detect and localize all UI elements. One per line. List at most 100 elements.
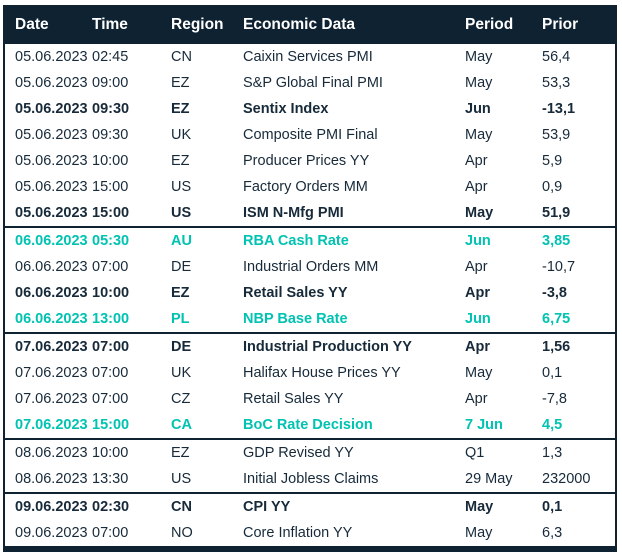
cell-prior: 53,3	[542, 75, 571, 91]
cell-date: 07.06.2023	[15, 365, 88, 381]
cell-region: US	[171, 471, 192, 487]
cell-region: EZ	[171, 285, 190, 301]
column-header-region: Region	[171, 5, 243, 44]
cell-period: May	[465, 205, 494, 221]
table-row: 05.06.2023 10:00 EZ Producer Prices YY Apr 5,…	[5, 148, 615, 174]
table-row: 07.06.2023 07:00 DE Industrial Production Y…	[5, 332, 615, 360]
column-header-time: Time	[92, 5, 171, 44]
cell-date: 06.06.2023	[5, 226, 92, 254]
cell-period: Apr	[465, 259, 488, 275]
cell-date: 07.06.2023	[5, 332, 92, 360]
cell-event: Retail Sales YY	[243, 285, 348, 301]
cell-event: ISM N-Mfg PMI	[243, 205, 344, 221]
cell-period: May	[465, 49, 493, 65]
cell-period: May	[465, 127, 493, 143]
cell-region: CA	[171, 417, 192, 433]
cell-time: 15:00	[92, 179, 129, 195]
cell-region: EZ	[171, 75, 190, 91]
table-row: 09.06.2023 02:30 CN CPI YY May 0,1	[5, 492, 615, 520]
cell-prior: 1,56	[542, 332, 615, 360]
cell-date: 05.06.2023	[15, 75, 88, 91]
cell-time: 09:30	[92, 127, 129, 143]
cell-time: 10:00	[92, 153, 129, 169]
cell-event: Composite PMI Final	[243, 127, 378, 143]
cell-time: 10:00	[92, 438, 171, 466]
cell-event: BoC Rate Decision	[243, 417, 373, 433]
cell-date: 05.06.2023	[15, 205, 88, 221]
cell-event: NBP Base Rate	[243, 311, 348, 327]
cell-date: 09.06.2023	[15, 525, 88, 541]
cell-region: CN	[171, 49, 192, 65]
cell-period: Apr	[465, 153, 488, 169]
cell-prior: 51,9	[542, 205, 571, 221]
cell-period: Apr	[465, 391, 488, 407]
cell-event: S&P Global Final PMI	[243, 75, 383, 91]
cell-time: 07:00	[92, 365, 129, 381]
cell-period: Apr	[465, 285, 490, 301]
table-row: 05.06.2023 15:00 US ISM N-Mfg PMI May 51,9	[5, 200, 615, 227]
table-row: 05.06.2023 15:00 US Factory Orders MM Apr 0,9	[5, 174, 615, 200]
cell-prior: -13,1	[542, 101, 576, 117]
cell-prior: 4,5	[542, 417, 563, 433]
cell-region: PL	[171, 311, 190, 327]
cell-event: Initial Jobless Claims	[243, 471, 379, 487]
cell-region: EZ	[171, 153, 190, 169]
table-row: 05.06.2023 09:30 EZ Sentix Index Jun -13,1	[5, 96, 615, 122]
cell-event: Factory Orders MM	[243, 179, 368, 195]
cell-period: 7 Jun	[465, 417, 503, 433]
cell-prior: 3,85	[542, 226, 615, 254]
cell-date: 06.06.2023	[15, 311, 88, 327]
cell-date: 08.06.2023	[5, 438, 92, 466]
cell-event: Industrial Orders MM	[243, 259, 379, 275]
cell-time: 10:00	[92, 285, 130, 301]
cell-time: 15:00	[92, 417, 130, 433]
cell-period: Jun	[465, 226, 542, 254]
table-header: Date Time Region Economic Data Period Pr…	[5, 5, 615, 44]
cell-event: Halifax House Prices YY	[243, 365, 401, 381]
cell-time: 09:30	[92, 101, 130, 117]
cell-region: DE	[171, 332, 243, 360]
table-row: 09.06.2023 07:00 NO Core Inflation YY May 6,3	[5, 520, 615, 546]
cell-period: May	[465, 365, 493, 381]
cell-date: 06.06.2023	[15, 285, 88, 301]
table-row: 05.06.2023 02:45 CN Caixin Services PMI May 5…	[5, 44, 615, 70]
cell-prior: 0,9	[542, 179, 563, 195]
cell-time: 07:00	[92, 525, 129, 541]
cell-time: 13:00	[92, 311, 130, 327]
cell-period: Apr	[465, 179, 488, 195]
header-row: Date Time Region Economic Data Period Pr…	[5, 5, 615, 44]
cell-date: 05.06.2023	[15, 127, 88, 143]
cell-prior: 0,1	[542, 365, 563, 381]
cell-time: 02:30	[92, 492, 171, 520]
cell-prior: 6,75	[542, 311, 571, 327]
cell-time: 07:00	[92, 332, 171, 360]
economic-calendar-table: Date Time Region Economic Data Period Pr…	[5, 5, 615, 546]
column-header-prior: Prior	[542, 5, 615, 44]
cell-prior: 53,9	[542, 127, 571, 143]
cell-date: 05.06.2023	[15, 153, 88, 169]
cell-region: DE	[171, 259, 192, 275]
cell-region: AU	[171, 226, 243, 254]
table-row: 05.06.2023 09:00 EZ S&P Global Final PMI May…	[5, 70, 615, 96]
cell-region: UK	[171, 127, 192, 143]
cell-date: 09.06.2023	[5, 492, 92, 520]
column-header-date: Date	[5, 5, 92, 44]
cell-date: 06.06.2023	[15, 259, 88, 275]
column-header-economic-data: Economic Data	[243, 5, 465, 44]
cell-region: NO	[171, 525, 193, 541]
cell-event: Retail Sales YY	[243, 391, 344, 407]
cell-prior: 1,3	[542, 438, 615, 466]
cell-region: CN	[171, 492, 243, 520]
column-header-period: Period	[465, 5, 542, 44]
cell-prior: 232000	[542, 471, 591, 487]
table-row: 07.06.2023 07:00 CZ Retail Sales YY Apr -7,8	[5, 386, 615, 412]
cell-time: 02:45	[92, 49, 129, 65]
cell-prior: 56,4	[542, 49, 571, 65]
cell-event: RBA Cash Rate	[243, 226, 465, 254]
cell-prior: -7,8	[542, 391, 567, 407]
cell-date: 05.06.2023	[15, 179, 88, 195]
cell-time: 07:00	[92, 259, 129, 275]
cell-event: CPI YY	[243, 492, 465, 520]
cell-event: Sentix Index	[243, 101, 329, 117]
cell-event: Industrial Production YY	[243, 332, 465, 360]
